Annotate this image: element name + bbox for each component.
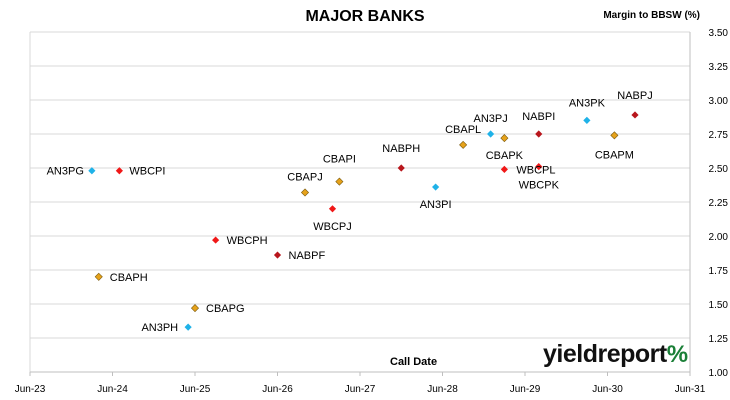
- data-point-nabph: [397, 164, 405, 172]
- data-point-cbapg: [190, 304, 200, 313]
- x-tick-label: Jun-27: [345, 384, 376, 395]
- x-tick-label: Jun-31: [675, 384, 706, 395]
- y-tick-label: 2.25: [709, 198, 729, 209]
- data-point-wbcpj: [328, 205, 337, 213]
- data-point-an3pk: [583, 116, 591, 124]
- data-point-cbapl: [459, 140, 468, 149]
- y-tick-label: 3.25: [709, 62, 729, 73]
- point-label-nabpi: NABPI: [522, 111, 555, 123]
- data-point-cbaph: [94, 272, 103, 281]
- y-tick-label: 3.00: [709, 96, 729, 107]
- data-point-cbapj: [300, 188, 310, 197]
- y-tick-label: 2.50: [709, 164, 729, 175]
- point-label-an3pi: AN3PI: [420, 199, 452, 211]
- point-label-cbapg: CBAPG: [206, 303, 245, 315]
- point-label-cbapm: CBAPM: [595, 149, 634, 161]
- point-label-nabpj: NABPJ: [617, 90, 652, 102]
- point-label-an3pk: AN3PK: [569, 97, 606, 109]
- point-label-cbapi: CBAPI: [323, 154, 356, 166]
- y-tick-label: 2.75: [709, 130, 729, 141]
- point-label-nabpf: NABPF: [289, 250, 326, 262]
- x-tick-label: Jun-30: [592, 384, 623, 395]
- data-point-an3pg: [88, 167, 96, 175]
- y-tick-label: 1.75: [709, 266, 729, 277]
- data-point-cbapi: [335, 177, 344, 186]
- data-point-nabpi: [535, 130, 543, 138]
- point-label-an3pj: AN3PJ: [474, 113, 508, 125]
- data-point-wbcpl: [500, 165, 508, 173]
- point-label-cbapj: CBAPJ: [287, 171, 322, 183]
- x-tick-label: Jun-24: [97, 384, 128, 395]
- data-point-nabpj: [631, 111, 639, 119]
- data-points: [88, 111, 639, 331]
- y-tick-label: 1.50: [709, 300, 729, 311]
- y-axis-label: Margin to BBSW (%): [603, 10, 700, 21]
- data-point-wbcph: [212, 236, 220, 244]
- point-label-an3ph: AN3PH: [141, 322, 178, 334]
- y-tick-label: 2.00: [709, 232, 729, 243]
- point-label-nabph: NABPH: [382, 143, 420, 155]
- gridlines: [29, 31, 691, 376]
- point-label-wbcph: WBCPH: [227, 235, 268, 247]
- x-tick-label: Jun-26: [262, 384, 293, 395]
- point-label-wbcpk: WBCPK: [519, 180, 560, 192]
- point-label-wbcpi: WBCPI: [129, 166, 165, 178]
- point-label-wbcpl: WBCPL: [516, 164, 555, 176]
- yieldreport-logo: yieldreport%: [543, 340, 688, 369]
- y-tick-label: 1.00: [709, 368, 729, 379]
- point-label-cbaph: CBAPH: [110, 272, 148, 284]
- x-tick-label: Jun-28: [427, 384, 458, 395]
- y-tick-labels: 1.00 1.25 1.50 1.75 2.00 2.25 2.50 2.75 3.00 3.25…: [709, 28, 729, 379]
- data-point-wbcpk: [535, 163, 543, 171]
- y-tick-label: 3.50: [709, 28, 729, 39]
- point-label-wbcpj: WBCPJ: [313, 221, 352, 233]
- point-labels: AN3PG WBCPI CBAPH CBAPG AN3PH WBCPH NABPF CBAPJ…: [47, 90, 653, 334]
- chart-title: MAJOR BANKS: [305, 8, 425, 25]
- point-label-cbapk: CBAPK: [486, 150, 524, 162]
- point-label-cbapl: CBAPL: [445, 124, 481, 136]
- data-point-an3pi: [432, 183, 440, 191]
- x-tick-label: Jun-25: [180, 384, 211, 395]
- x-axis-label: Call Date: [390, 356, 438, 368]
- logo-percent-symbol: %: [666, 341, 688, 368]
- data-point-wbcpi: [115, 167, 123, 175]
- point-label-an3pg: AN3PG: [47, 166, 84, 178]
- logo-text: yieldreport: [543, 340, 667, 368]
- data-point-nabpf: [273, 251, 282, 259]
- x-tick-label: Jun-29: [510, 384, 541, 395]
- y-tick-label: 1.25: [709, 334, 729, 345]
- data-point-cbapk: [500, 134, 509, 143]
- data-point-cbapm: [610, 131, 619, 140]
- data-point-an3pj: [487, 130, 495, 138]
- data-point-an3ph: [184, 323, 192, 331]
- x-tick-labels: Jun-23 Jun-24 Jun-25 Jun-26 Jun-27 Jun-28 Jun-…: [15, 384, 706, 395]
- x-tick-label: Jun-23: [15, 384, 46, 395]
